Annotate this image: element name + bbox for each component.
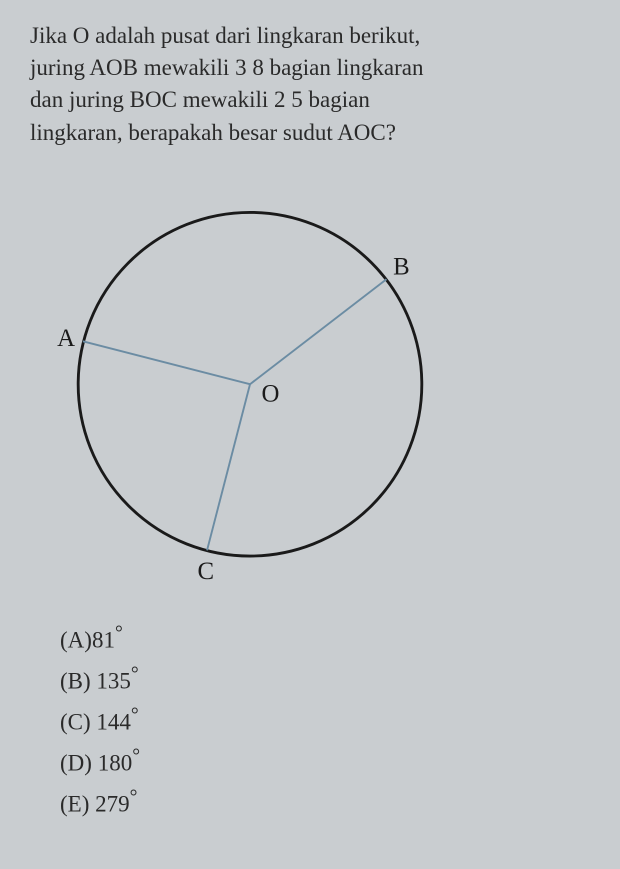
option-e-degree: ° [130,787,138,808]
label-C: C [198,558,215,585]
label-A: A [57,325,75,352]
option-e: (E) 279° [60,783,590,822]
option-a-value: 81 [92,627,115,652]
label-O: O [261,380,279,407]
option-e-value: 279 [95,792,130,817]
option-a-prefix: (A) [60,627,92,652]
question-line-1: Jika O adalah pusat dari lingkaran berik… [30,23,420,48]
option-c-prefix: (C) [60,710,96,735]
question-line-4: lingkaran, berapakah besar sudut AOC? [30,120,396,145]
option-a: (A)81° [60,619,590,658]
answer-options: (A)81° (B) 135° (C) 144° (D) 180° (E) 27… [60,619,590,823]
label-B: B [393,253,410,280]
option-e-prefix: (E) [60,792,95,817]
option-c: (C) 144° [60,701,590,740]
diagram-svg: O A B C [40,179,460,599]
line-OC [207,384,250,550]
line-OA [83,341,250,384]
option-b-prefix: (B) [60,669,96,694]
question-text: Jika O adalah pusat dari lingkaran berik… [30,20,590,149]
option-c-value: 144 [96,710,131,735]
question-line-2: juring AOB mewakili 3 8 bagian lingkaran [30,55,423,80]
option-d-degree: ° [132,746,140,767]
option-d: (D) 180° [60,742,590,781]
option-a-degree: ° [115,623,123,644]
option-b-value: 135 [96,669,131,694]
line-OB [250,279,387,384]
option-b: (B) 135° [60,660,590,699]
option-d-value: 180 [98,751,133,776]
option-c-degree: ° [131,705,139,726]
circle-diagram: O A B C [40,179,460,599]
question-line-3: dan juring BOC mewakili 2 5 bagian [30,87,370,112]
option-d-prefix: (D) [60,751,98,776]
option-b-degree: ° [131,664,139,685]
